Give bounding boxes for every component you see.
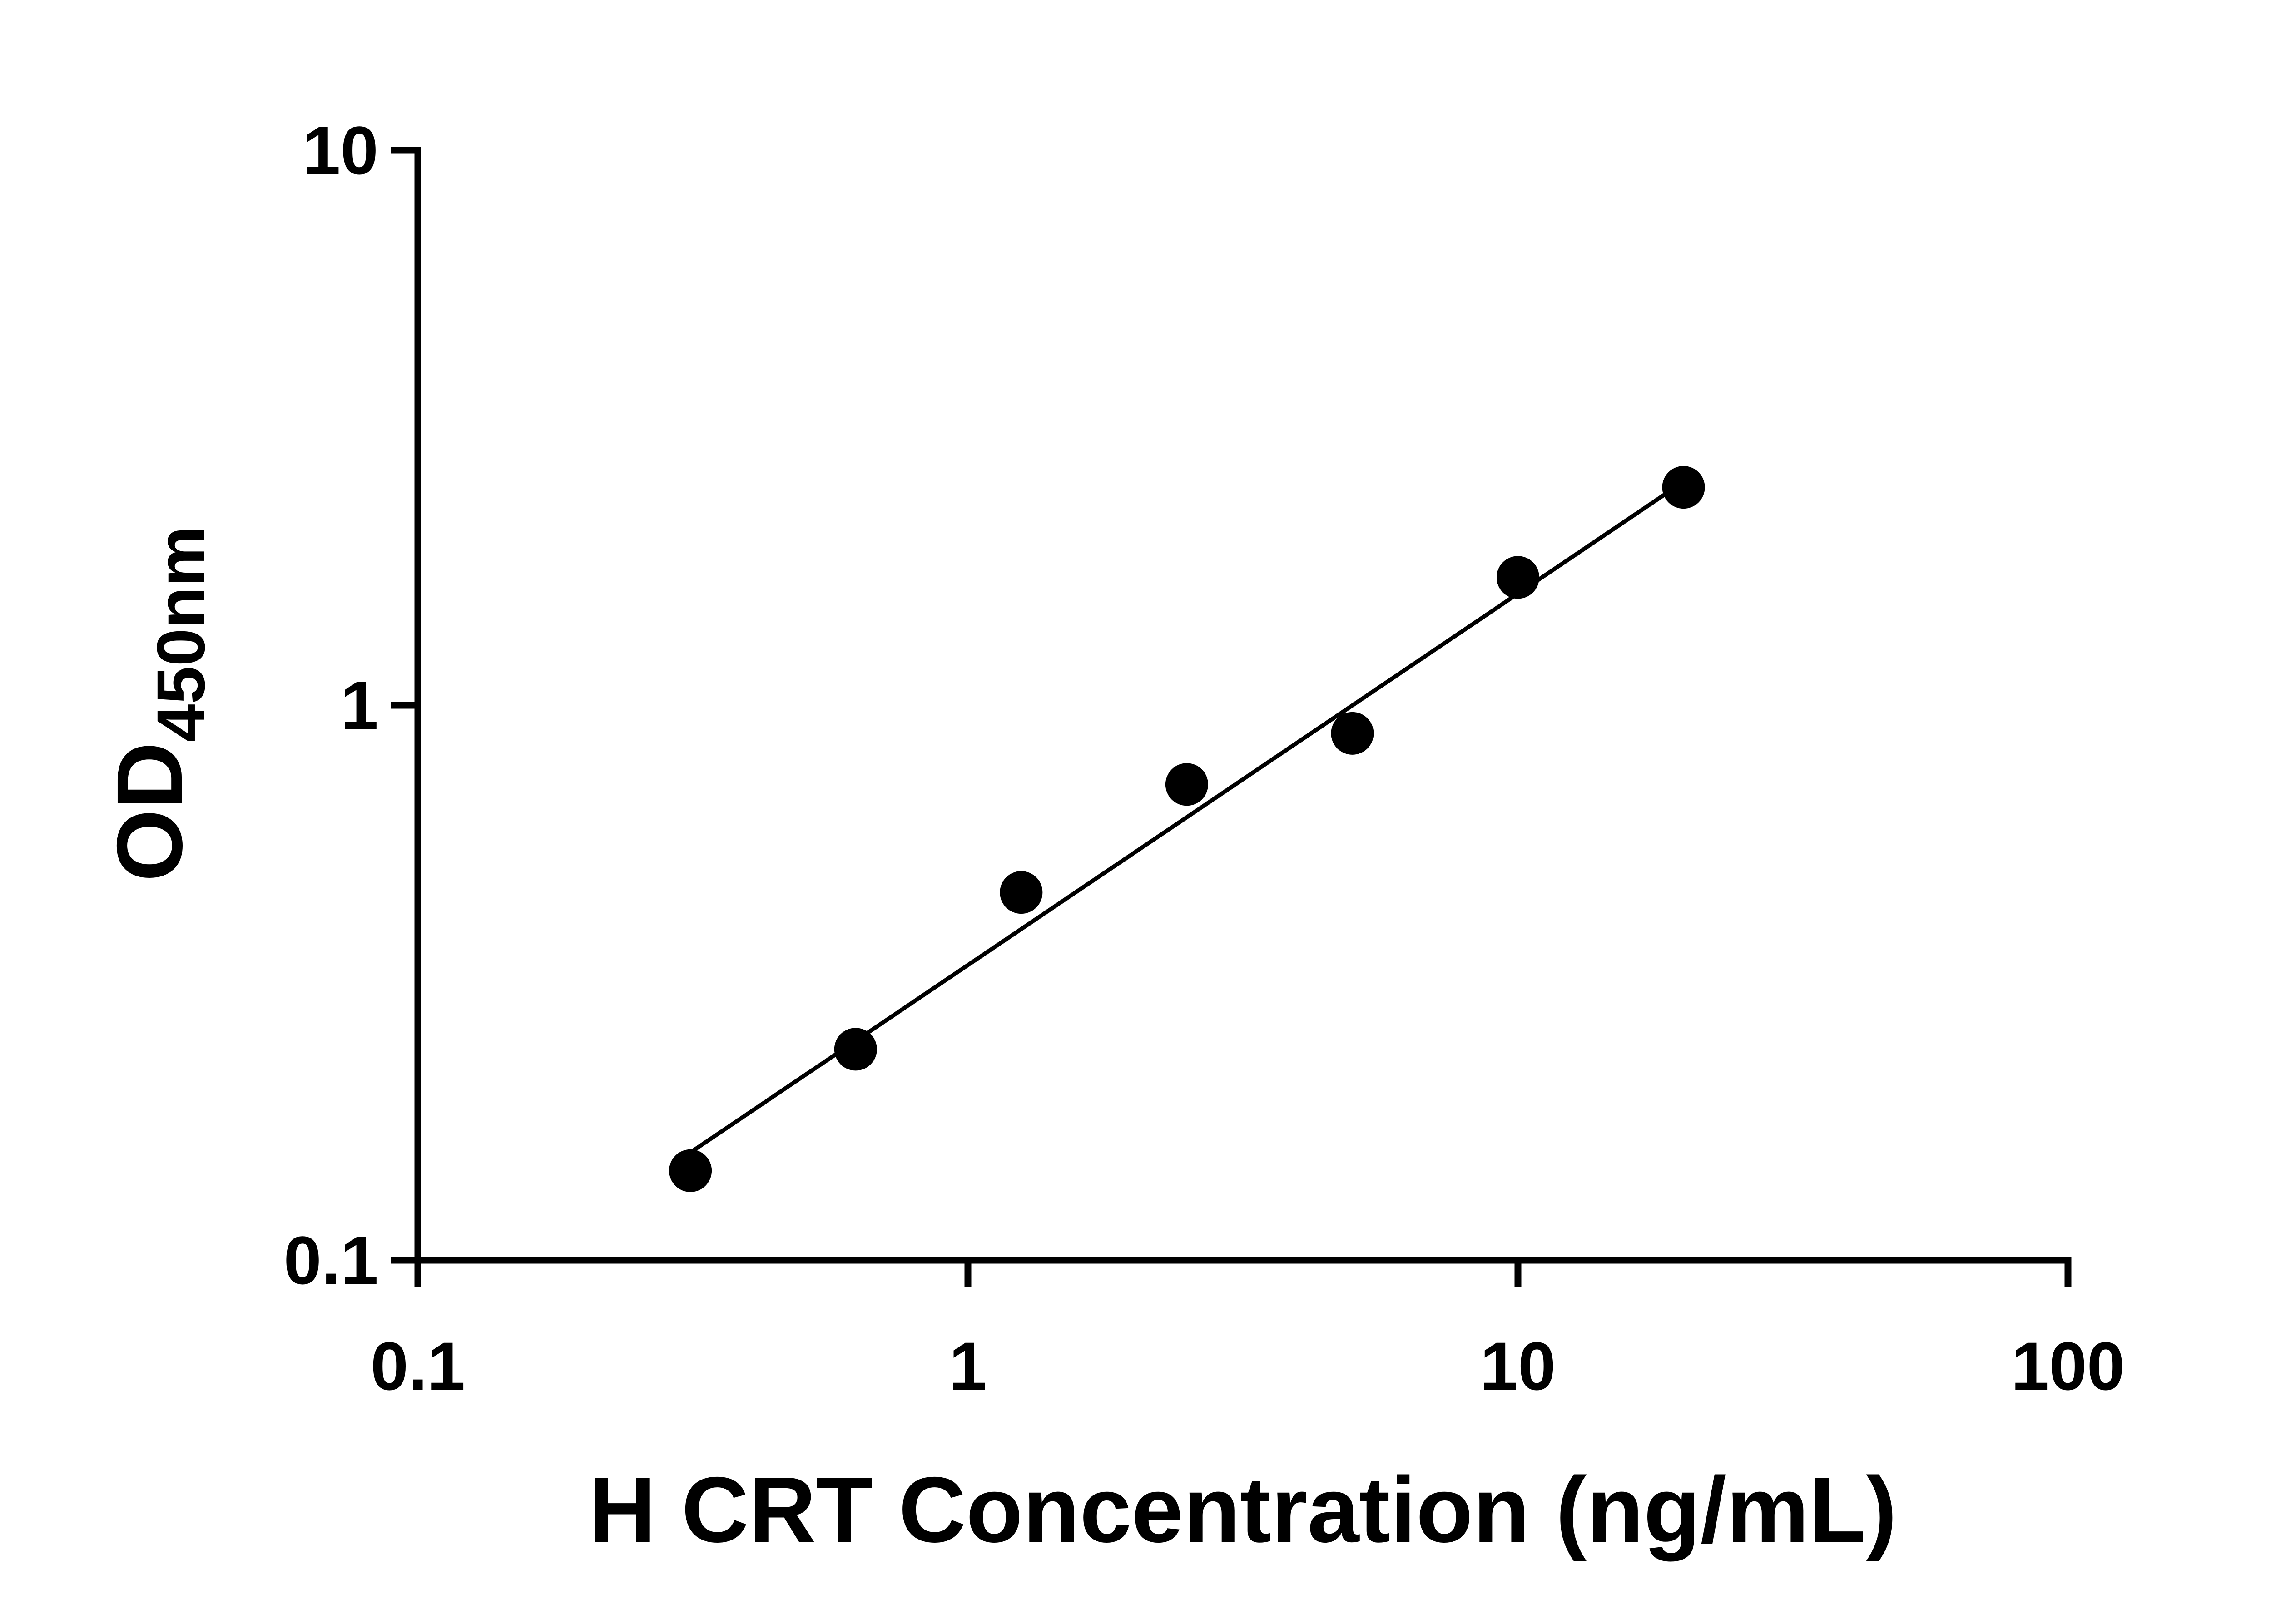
y-tick-label: 0.1	[283, 1222, 378, 1298]
y-axis-title-main: OD	[98, 742, 202, 882]
data-point	[1662, 466, 1705, 509]
data-point	[1331, 712, 1374, 755]
x-tick-label: 1	[949, 1328, 987, 1404]
plot-area: 0.1 1 10 100 0.1 1 10	[283, 112, 2125, 1404]
x-tick-label: 10	[1480, 1328, 1556, 1404]
data-point	[834, 1028, 877, 1071]
x-tick-label: 0.1	[371, 1328, 466, 1404]
x-axis-title: H CRT Concentration (ng/mL)	[588, 1458, 1897, 1562]
x-tick-label: 100	[2011, 1328, 2125, 1404]
y-axis-title-subscript: 450nm	[143, 526, 219, 742]
data-point	[1497, 556, 1539, 599]
data-point	[669, 1149, 712, 1192]
data-point	[1000, 871, 1043, 914]
y-tick-label: 10	[302, 112, 378, 188]
y-tick-label: 1	[341, 667, 378, 743]
y-axis-title: OD450nm	[98, 526, 219, 882]
data-point	[1165, 763, 1208, 806]
